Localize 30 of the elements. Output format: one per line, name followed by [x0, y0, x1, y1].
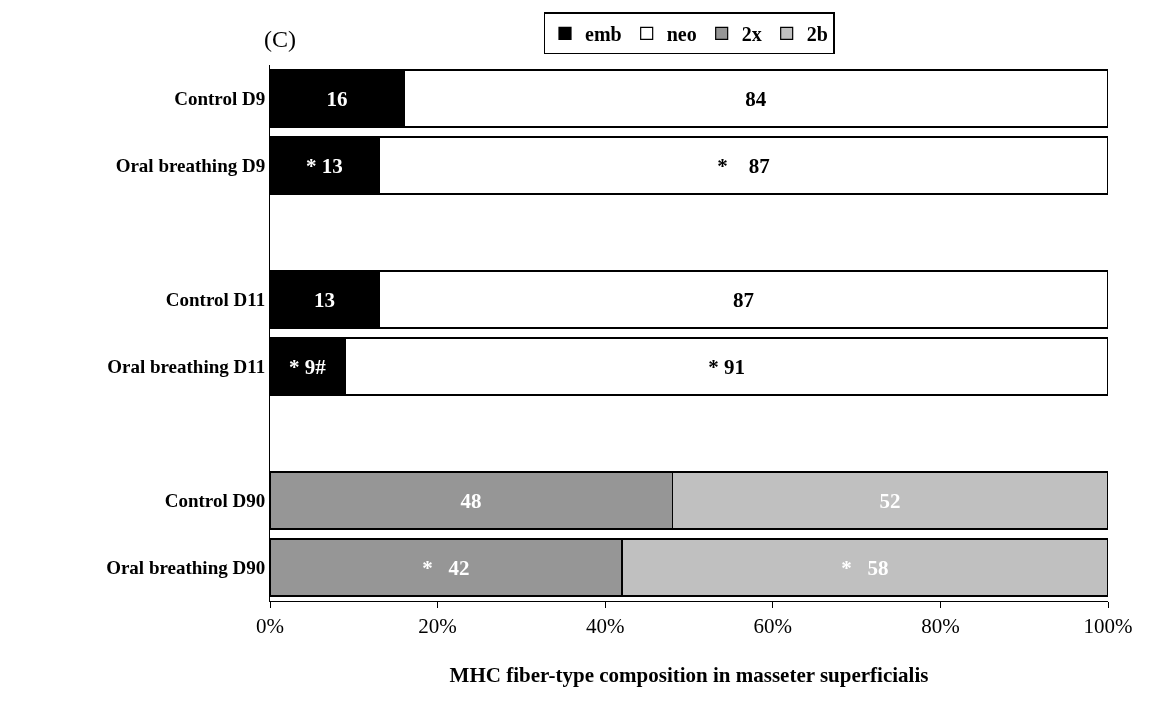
y-tick-label: Oral breathing D90 — [106, 557, 266, 579]
chart-title: (C) — [264, 26, 296, 52]
legend-label: 2x — [741, 23, 762, 46]
data-label: 87 — [732, 287, 754, 312]
y-tick-label: Oral breathing D9 — [115, 155, 266, 177]
data-label: * 91 — [708, 354, 746, 379]
data-label: 84 — [745, 86, 767, 111]
data-label: * 42 — [422, 555, 470, 580]
y-tick-label: Control D9 — [174, 88, 266, 110]
x-tick-label: 60% — [753, 614, 793, 639]
legend-label: neo — [666, 23, 697, 46]
data-label: 48 — [460, 488, 482, 513]
x-tick-label: 20% — [418, 614, 457, 639]
y-tick-label: Control D11 — [165, 289, 266, 311]
x-tick-label: 40% — [585, 614, 625, 639]
legend-label: 2b — [806, 23, 828, 46]
data-label: * 58 — [841, 555, 889, 580]
data-label: 16 — [326, 86, 348, 111]
x-tick-label: 80% — [921, 614, 960, 639]
legend-label: emb — [585, 23, 622, 46]
data-label: * 87 — [717, 153, 770, 178]
data-label: * 9# — [289, 354, 327, 379]
x-tick-label: 100% — [1083, 614, 1133, 639]
y-tick-label: Control D90 — [164, 490, 266, 512]
y-tick-label: Oral breathing D11 — [107, 356, 266, 378]
data-label: 52 — [879, 488, 901, 513]
data-label: 13 — [313, 287, 335, 312]
x-tick-label: 0% — [256, 614, 284, 639]
data-label: * 13 — [306, 153, 343, 178]
x-axis-title: MHC fiber-type composition in masseter superficialis — [449, 663, 929, 688]
